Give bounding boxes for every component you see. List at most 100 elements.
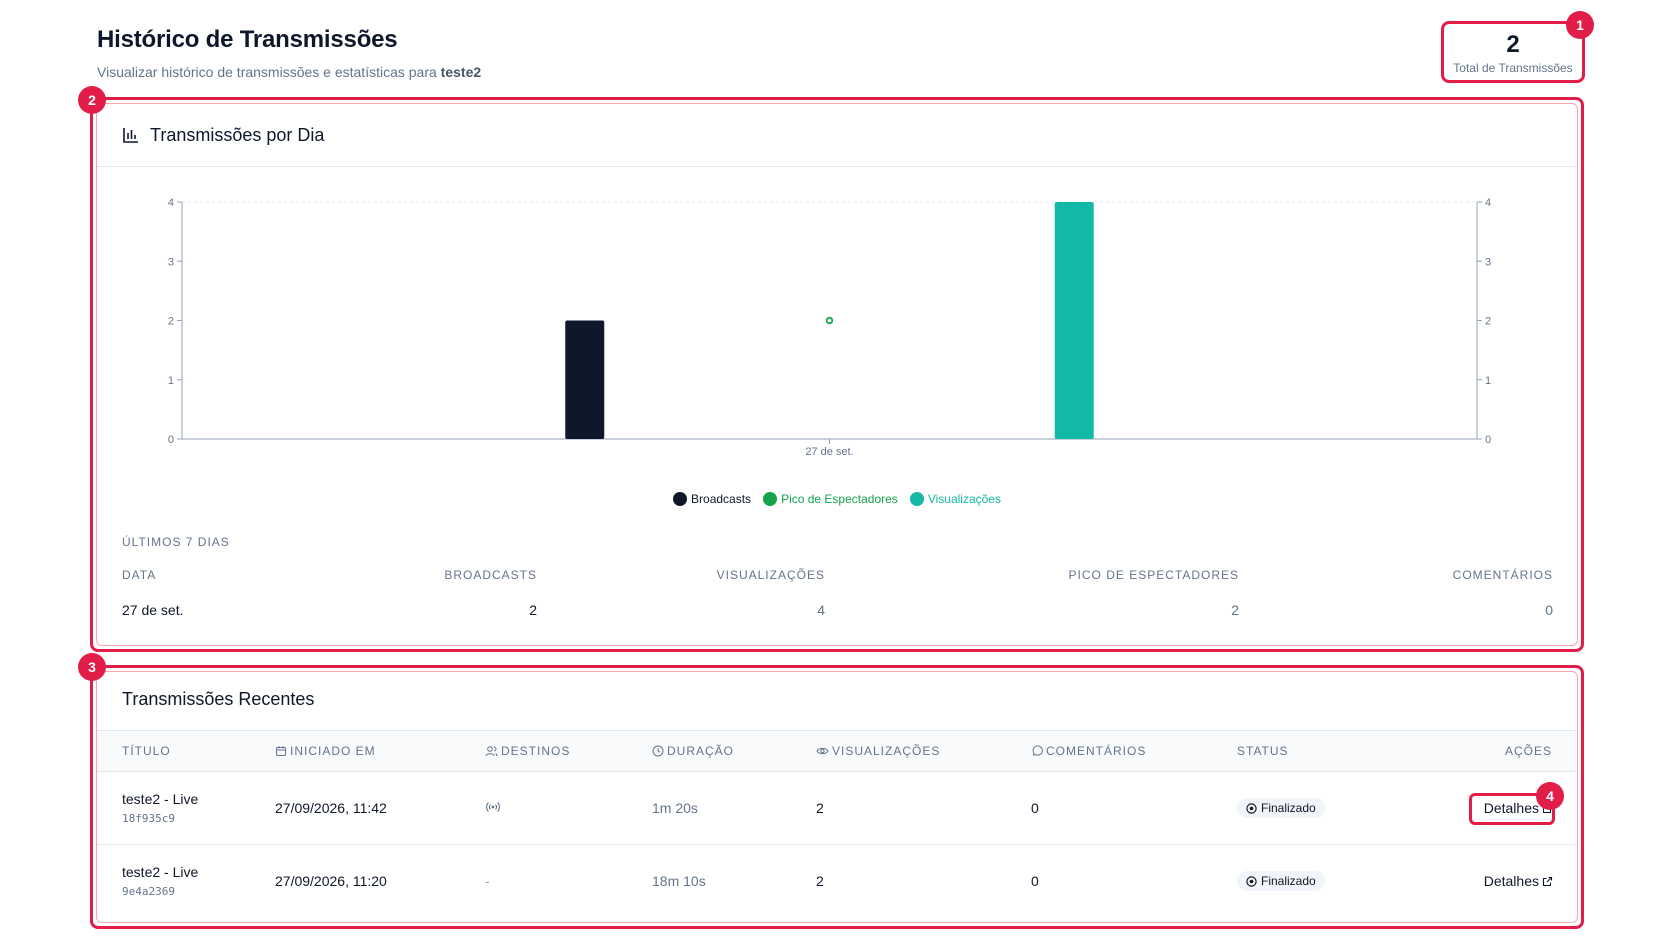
row-started: 27/09/2026, 11:20 xyxy=(275,873,387,890)
y-tick-label-right: 0 xyxy=(1485,434,1491,446)
bar-visualiza-es xyxy=(1054,202,1094,439)
col-header-status[interactable]: STATUS xyxy=(1237,730,1455,772)
badge-2: 2 xyxy=(78,86,106,114)
row-title-cell: teste2 - Live 18f935c9 xyxy=(97,771,275,845)
total-broadcasts-label: Total de Transmissões xyxy=(1453,61,1573,75)
row-duration: 18m 10s xyxy=(652,873,706,890)
details-label: Detalhes xyxy=(1483,800,1539,816)
col-header-views[interactable]: VISUALIZAÇÕES xyxy=(816,730,1031,772)
y-tick-label-left: 3 xyxy=(168,256,174,268)
row-actions-cell: Detalhes xyxy=(1455,845,1577,918)
row-id: 9e4a2369 xyxy=(122,885,175,899)
col-header-status-label: STATUS xyxy=(1237,744,1289,758)
col-header-views: VISUALIZAÇÕES xyxy=(716,568,825,582)
row-destinations xyxy=(485,771,652,845)
col-header-comments-label: COMENTÁRIOS xyxy=(1046,744,1147,758)
row-status-cell: Finalizado xyxy=(1237,845,1455,918)
legend-dot-broadcasts xyxy=(673,492,688,506)
legend-item-views[interactable]: Visualizações xyxy=(909,492,1001,506)
row-id: 18f935c9 xyxy=(122,812,175,825)
legend-item-peak-viewers[interactable]: Pico de Espectadores xyxy=(763,492,898,506)
weekly-summary-table: DATA BROADCASTS VISUALIZAÇÕES PICO DE ES… xyxy=(122,562,1553,632)
col-header-started-label: INICIADO EM xyxy=(290,744,376,758)
y-tick-label-left: 1 xyxy=(168,375,174,387)
point-peak-viewers xyxy=(825,316,834,325)
y-tick-label-right: 1 xyxy=(1485,375,1491,387)
username: teste2 xyxy=(440,64,482,80)
weekly-comments: 0 xyxy=(1545,602,1553,618)
col-header-started[interactable]: INICIADO EM xyxy=(275,730,485,772)
row-status-cell: Finalizado xyxy=(1237,771,1455,845)
status-label: Finalizado xyxy=(1261,874,1316,889)
recent-card-header: Transmissões Recentes xyxy=(97,668,1577,730)
chart-card: Transmissões por Dia 0 0 1 1 2 2 3 3 4 4 27 de set… xyxy=(97,104,1577,645)
col-header-actions-label: AÇÕES xyxy=(1504,744,1552,758)
eye-icon xyxy=(816,747,829,755)
weekly-views: 4 xyxy=(817,602,825,618)
row-title: teste2 - Live xyxy=(122,791,199,807)
total-broadcasts-value: 2 xyxy=(1506,31,1520,58)
details-link[interactable]: Detalhes xyxy=(1484,873,1553,889)
page-subtitle: Visualizar histórico de transmissões e e… xyxy=(97,64,481,80)
clock-icon xyxy=(652,745,664,757)
col-header-views-label: VISUALIZAÇÕES xyxy=(832,744,941,758)
col-header-actions: AÇÕES xyxy=(1455,730,1577,772)
col-header-peak: PICO DE ESPECTADORES xyxy=(1068,568,1239,582)
col-header-date: DATA xyxy=(122,568,157,582)
col-header-title-label: TÍTULO xyxy=(122,744,171,758)
total-broadcasts-card: 2 Total de Transmissões xyxy=(1446,26,1580,78)
row-duration: 1m 20s xyxy=(652,771,816,845)
y-tick-label-right: 2 xyxy=(1485,316,1491,328)
y-tick-label-left: 0 xyxy=(168,434,174,446)
x-tick-label: 27 de set. xyxy=(805,446,853,458)
recent-broadcasts-table: TÍTULO INICIADO EM DESTINOS DURAÇÃO VISU… xyxy=(97,730,1577,918)
message-circle-icon xyxy=(1032,745,1043,756)
y-tick-label-left: 4 xyxy=(168,197,174,209)
weekly-peak: 2 xyxy=(1231,602,1239,618)
chart-card-title: Transmissões por Dia xyxy=(150,124,325,145)
chart-card-header: Transmissões por Dia xyxy=(97,104,1577,167)
page-header: Histórico de Transmissões Visualizar his… xyxy=(97,26,481,80)
legend-label-views: Visualizações xyxy=(927,492,1001,506)
col-header-broadcasts: BROADCASTS xyxy=(444,568,537,582)
col-header-comments: COMENTÁRIOS xyxy=(1452,568,1553,582)
broadcast-icon[interactable] xyxy=(485,801,501,813)
subtitle-text: Visualizar histórico de transmissões e e… xyxy=(97,64,437,80)
legend-item-broadcasts[interactable]: Broadcasts xyxy=(673,492,751,506)
recent-broadcasts-card: Transmissões Recentes TÍTULO INICIADO EM… xyxy=(97,668,1577,926)
y-tick-label-right: 4 xyxy=(1485,197,1491,209)
recent-header-row: TÍTULO INICIADO EM DESTINOS DURAÇÃO VISU… xyxy=(97,730,1577,772)
row-destinations: - xyxy=(485,873,490,890)
badge-4: 4 xyxy=(1536,782,1564,810)
table-row: teste2 - Live 18f935c9 27/09/2026, 11:42… xyxy=(97,771,1577,845)
badge-3: 3 xyxy=(78,653,106,681)
status-circle-icon xyxy=(1246,876,1257,887)
row-comments: 0 xyxy=(1031,873,1039,890)
row-title: teste2 - Live xyxy=(122,864,199,881)
bar-chart-icon xyxy=(123,128,138,143)
row-comments: 0 xyxy=(1031,771,1237,845)
status-circle-icon xyxy=(1246,802,1257,814)
col-header-destinations[interactable]: DESTINOS xyxy=(485,730,652,772)
weekly-row: 27 de set. 2 4 2 0 xyxy=(122,588,1553,632)
calendar-icon xyxy=(276,746,286,756)
recent-card-title: Transmissões Recentes xyxy=(122,688,315,709)
col-header-duration[interactable]: DURAÇÃO xyxy=(652,730,816,772)
bar-broadcasts xyxy=(565,320,605,439)
status-badge: Finalizado xyxy=(1237,798,1325,818)
status-badge: Finalizado xyxy=(1237,871,1325,892)
chart-legend: Broadcasts Pico de Espectadores Visualiz… xyxy=(97,492,1577,506)
row-views: 2 xyxy=(816,873,824,890)
legend-dot-peak-viewers xyxy=(763,492,778,506)
row-started: 27/09/2026, 11:42 xyxy=(275,771,485,845)
col-header-title[interactable]: TÍTULO xyxy=(97,730,275,772)
col-header-destinations-label: DESTINOS xyxy=(501,744,571,758)
col-header-comments[interactable]: COMENTÁRIOS xyxy=(1031,730,1237,772)
legend-label-broadcasts: Broadcasts xyxy=(691,492,752,506)
details-label: Detalhes xyxy=(1483,873,1539,890)
legend-dot-views xyxy=(909,492,924,506)
row-views: 2 xyxy=(816,771,1031,845)
chart-area: 0 0 1 1 2 2 3 3 4 4 27 de set. xyxy=(168,197,1491,458)
badge-1: 1 xyxy=(1566,11,1594,39)
weekly-date: 27 de set. xyxy=(122,602,184,618)
